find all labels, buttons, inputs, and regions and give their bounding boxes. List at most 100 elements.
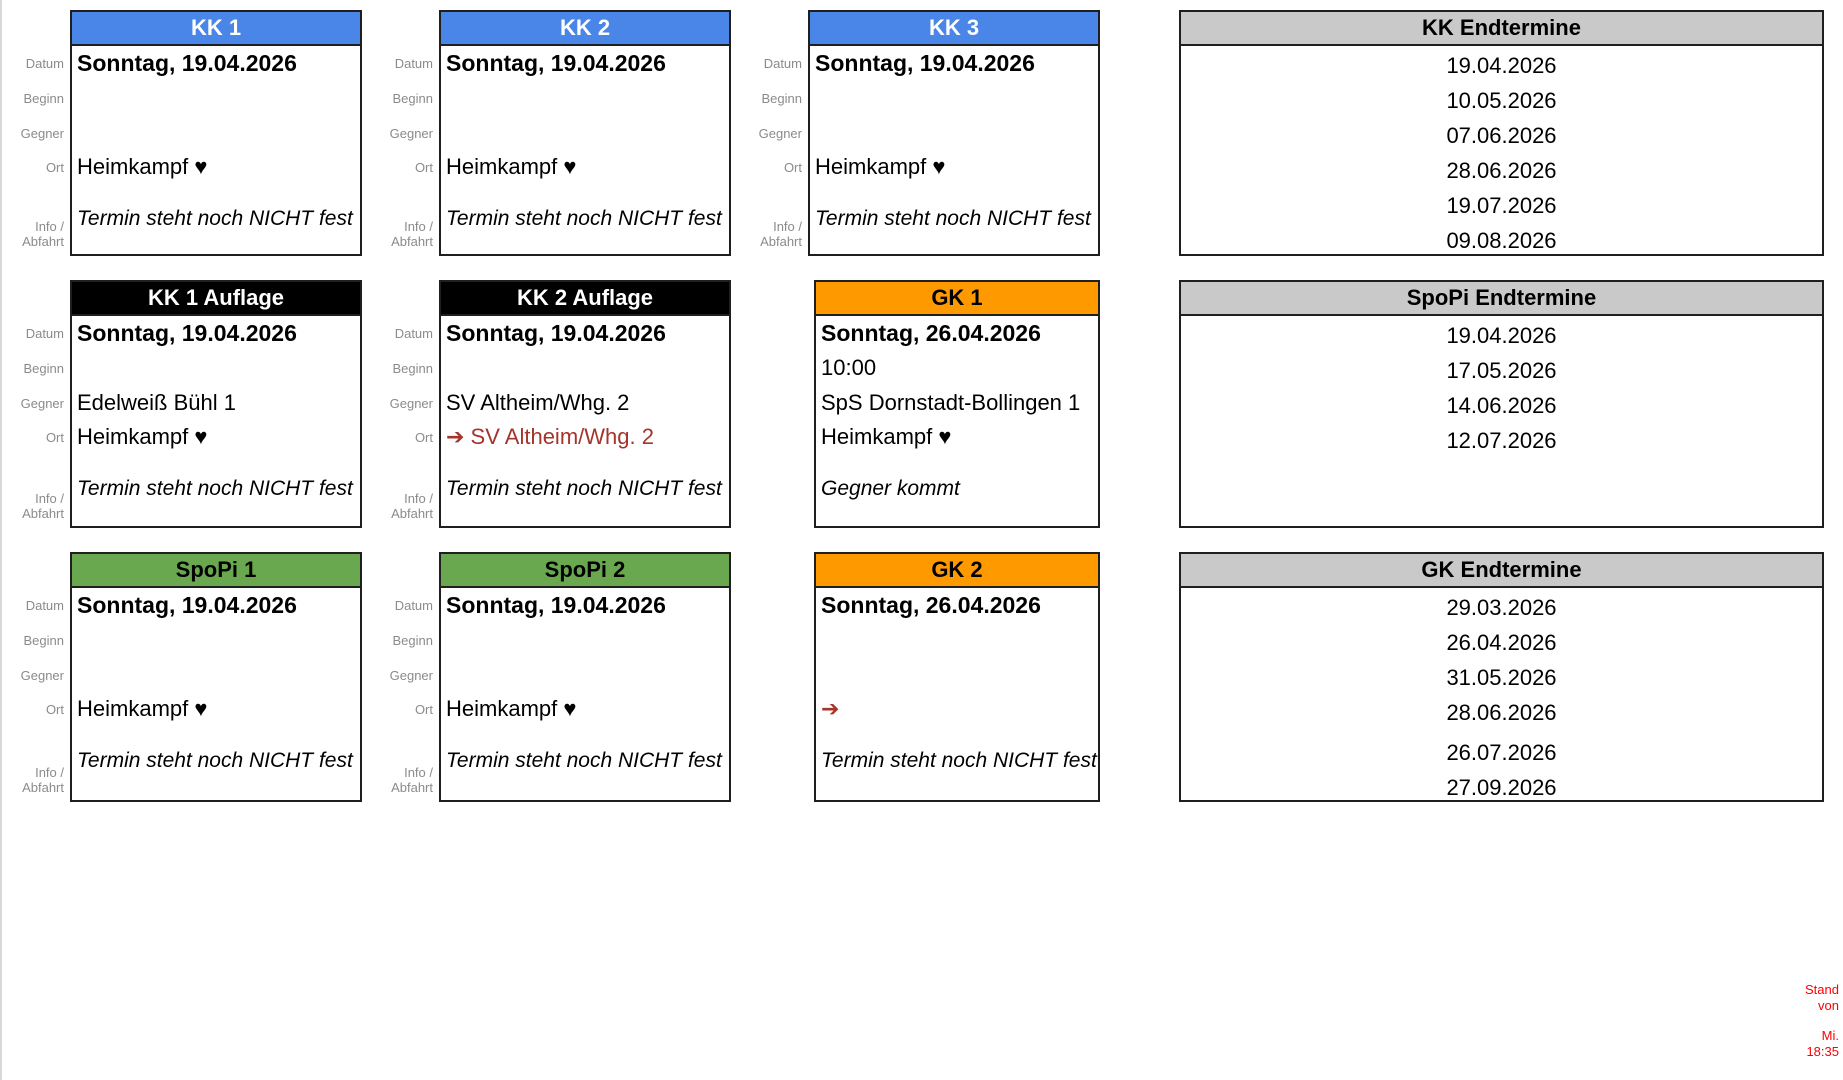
datum-value: Sonntag, 19.04.2026	[77, 319, 297, 346]
date-row: 14.06.2026	[1446, 392, 1557, 418]
info-abfahrt-label: Info / Abfahrt	[760, 219, 802, 249]
date-row: 19.04.2026	[1446, 322, 1557, 348]
beginn-value	[441, 350, 729, 385]
spopi-endtermine-table: SpoPi Endtermine 19.04.2026 17.05.2026 1…	[1179, 280, 1824, 528]
card-title: KK 1 Auflage	[72, 282, 360, 316]
info-value: Termin steht noch NICHT fest	[446, 477, 722, 500]
datum-value: Sonntag, 26.04.2026	[821, 319, 1041, 346]
card-title: KK 3	[810, 12, 1098, 46]
beginn-label: Beginn	[392, 633, 433, 648]
match-card-spopi-2: SpoPi 2 Sonntag, 19.04.2026 Heimkampf ♥ …	[439, 552, 731, 802]
row-labels-spopi2: Datum Beginn Gegner Ort Info / Abfahrt	[371, 586, 433, 802]
stand-timestamp: Stand von Mi. 18:35	[1805, 982, 1839, 1060]
date-row: 28.06.2026	[1446, 699, 1557, 725]
ort-value: Heimkampf ♥	[77, 696, 208, 721]
gegner-label: Gegner	[758, 126, 802, 141]
beginn-value	[441, 80, 729, 115]
ort-label: Ort	[45, 430, 64, 445]
datum-label: Datum	[394, 598, 433, 613]
table-title: SpoPi Endtermine	[1181, 282, 1822, 316]
info-value: Termin steht noch NICHT fest	[446, 207, 722, 230]
datum-value: Sonntag, 26.04.2026	[821, 591, 1041, 618]
row-labels-kk2: Datum Beginn Gegner Ort Info / Abfahrt	[371, 44, 433, 256]
away-ort-value: ➔ SV Altheim/Whg. 2	[446, 424, 654, 449]
ort-label: Ort	[414, 430, 433, 445]
ort-value: Heimkampf ♥	[77, 154, 208, 179]
card-title: SpoPi 1	[72, 554, 360, 588]
beginn-label: Beginn	[392, 91, 433, 106]
gegner-label: Gegner	[20, 396, 64, 411]
date-row: 17.05.2026	[1446, 357, 1557, 383]
card-title: GK 1	[816, 282, 1098, 316]
info-value: Termin steht noch NICHT fest	[77, 207, 353, 230]
ort-value: Heimkampf ♥	[821, 424, 952, 449]
row-labels-kk1: Datum Beginn Gegner Ort Info / Abfahrt	[2, 44, 64, 256]
date-row: 26.07.2026	[1446, 739, 1557, 765]
beginn-label: Beginn	[23, 633, 64, 648]
beginn-value	[810, 80, 1098, 115]
row-labels-spopi1: Datum Beginn Gegner Ort Info / Abfahrt	[2, 586, 64, 802]
gegner-label: Gegner	[389, 668, 433, 683]
datum-value: Sonntag, 19.04.2026	[815, 49, 1035, 76]
gegner-label: Gegner	[20, 668, 64, 683]
info-abfahrt-label: Info / Abfahrt	[391, 219, 433, 249]
beginn-value	[72, 350, 360, 385]
ort-value: Heimkampf ♥	[815, 154, 946, 179]
away-arrow-icon: ➔	[821, 696, 840, 721]
datum-label: Datum	[25, 56, 64, 71]
datum-label: Datum	[25, 598, 64, 613]
match-card-kk-1: KK 1 Sonntag, 19.04.2026 Heimkampf ♥ Ter…	[70, 10, 362, 256]
gegner-value: Edelweiß Bühl 1	[77, 389, 236, 415]
stand-line: Mi.	[1821, 1028, 1839, 1043]
table-title: GK Endtermine	[1181, 554, 1822, 588]
info-value: Gegner kommt	[821, 477, 960, 500]
beginn-label: Beginn	[392, 361, 433, 376]
beginn-label: Beginn	[23, 361, 64, 376]
card-title: KK 2	[441, 12, 729, 46]
info-abfahrt-label: Info / Abfahrt	[22, 219, 64, 249]
datum-label: Datum	[763, 56, 802, 71]
gegner-value	[441, 657, 729, 692]
match-card-gk-1: GK 1 Sonntag, 26.04.2026 10:00 SpS Dorns…	[814, 280, 1100, 528]
beginn-value	[72, 622, 360, 657]
date-row: 31.05.2026	[1446, 664, 1557, 690]
date-row: 19.04.2026	[1446, 52, 1557, 78]
ort-value: Heimkampf ♥	[446, 154, 577, 179]
card-title: GK 2	[816, 554, 1098, 588]
datum-value: Sonntag, 19.04.2026	[446, 591, 666, 618]
stand-line: von	[1818, 998, 1839, 1013]
gegner-value	[810, 115, 1098, 150]
gegner-value	[72, 657, 360, 692]
date-row: 27.09.2026	[1446, 774, 1557, 800]
beginn-value	[816, 622, 1098, 657]
beginn-label: Beginn	[761, 91, 802, 106]
card-title: KK 2 Auflage	[441, 282, 729, 316]
match-card-kk-3: KK 3 Sonntag, 19.04.2026 Heimkampf ♥ Ter…	[808, 10, 1100, 256]
ort-value: Heimkampf ♥	[446, 696, 577, 721]
date-row: 29.03.2026	[1446, 594, 1557, 620]
datum-label: Datum	[394, 56, 433, 71]
date-row: 12.07.2026	[1446, 427, 1557, 453]
info-abfahrt-label: Info / Abfahrt	[22, 765, 64, 795]
datum-value: Sonntag, 19.04.2026	[77, 591, 297, 618]
date-row: 09.08.2026	[1446, 227, 1557, 253]
date-row: 28.06.2026	[1446, 157, 1557, 183]
card-title: KK 1	[72, 12, 360, 46]
gegner-label: Gegner	[389, 126, 433, 141]
info-value: Termin steht noch NICHT fest	[446, 749, 722, 772]
info-value: Termin steht noch NICHT fest	[815, 207, 1091, 230]
row-labels-kk2-auflage: Datum Beginn Gegner Ort Info / Abfahrt	[371, 314, 433, 528]
datum-value: Sonntag, 19.04.2026	[446, 319, 666, 346]
gegner-label: Gegner	[389, 396, 433, 411]
info-abfahrt-label: Info / Abfahrt	[391, 765, 433, 795]
date-row: 26.04.2026	[1446, 629, 1557, 655]
date-row: 19.07.2026	[1446, 192, 1557, 218]
ort-value: Heimkampf ♥	[77, 424, 208, 449]
gegner-value: SV Altheim/Whg. 2	[446, 389, 630, 415]
match-card-kk-2: KK 2 Sonntag, 19.04.2026 Heimkampf ♥ Ter…	[439, 10, 731, 256]
kk-endtermine-table: KK Endtermine 19.04.2026 10.05.2026 07.0…	[1179, 10, 1824, 256]
table-title: KK Endtermine	[1181, 12, 1822, 46]
gegner-value	[72, 115, 360, 150]
stand-line: Stand	[1805, 982, 1839, 997]
